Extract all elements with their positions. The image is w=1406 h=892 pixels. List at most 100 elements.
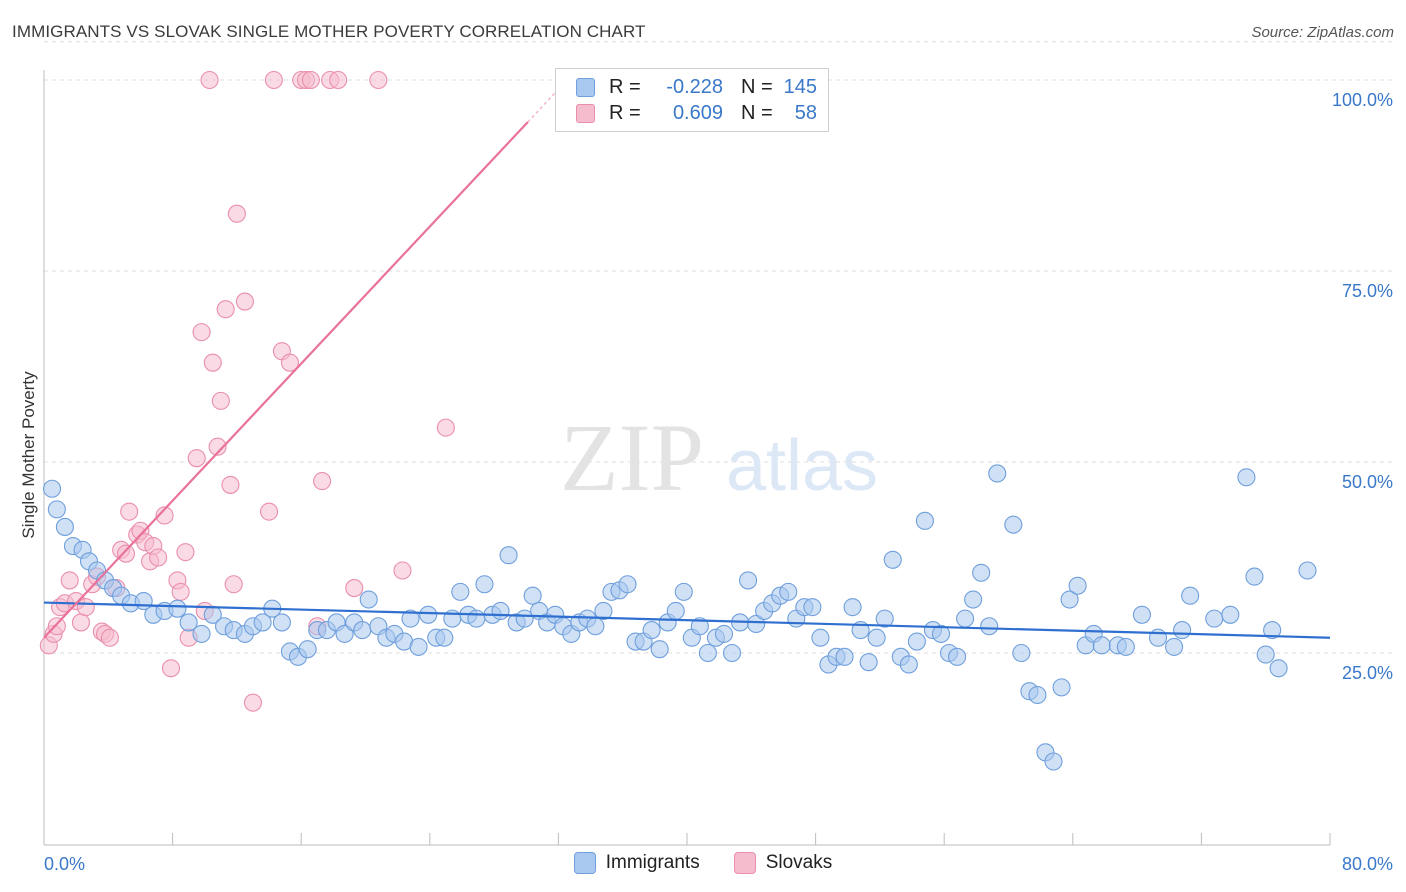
slovaks-point xyxy=(200,70,219,90)
legend-item-immigrants: Immigrants xyxy=(573,852,700,874)
slovaks-point xyxy=(161,659,181,678)
r-value: -0.228 xyxy=(666,75,723,98)
stats-legend: R = -0.228 N = 145 R = 0.609 N = 58 xyxy=(555,68,829,132)
slovaks-point xyxy=(76,598,95,617)
immigrants-point xyxy=(435,628,454,647)
immigrants-point xyxy=(451,582,470,601)
immigrants-point xyxy=(739,571,758,590)
immigrants-point xyxy=(948,647,967,666)
immigrants-point xyxy=(168,599,187,618)
immigrants-point xyxy=(586,617,605,636)
slovaks-trend-line xyxy=(43,121,529,639)
immigrants-point xyxy=(55,517,74,536)
n-value: 58 xyxy=(794,101,817,124)
immigrants-point xyxy=(42,479,62,498)
immigrants-point xyxy=(1245,567,1264,586)
immigrants-point xyxy=(1060,590,1079,609)
immigrants-point xyxy=(1004,515,1023,534)
immigrants-point xyxy=(883,550,902,569)
immigrants-point xyxy=(298,640,317,659)
slovaks-point xyxy=(369,70,388,90)
slovaks-point xyxy=(264,70,283,90)
immigrants-point xyxy=(1012,643,1031,663)
immigrants-point xyxy=(988,464,1007,483)
slovaks-point xyxy=(120,502,139,521)
immigrants-point xyxy=(666,601,685,621)
y-tick-label: 75.0% xyxy=(1342,281,1393,301)
slovaks-point xyxy=(235,292,254,311)
immigrants-point xyxy=(714,624,734,643)
slovaks-point xyxy=(176,543,195,562)
immigrants-point xyxy=(1298,561,1317,580)
slovaks-point xyxy=(227,204,246,223)
immigrants-point xyxy=(674,582,693,601)
n-value: 145 xyxy=(783,75,817,98)
slovaks-point xyxy=(243,693,263,712)
immigrants-points xyxy=(42,464,1317,771)
immigrants-point xyxy=(899,655,918,674)
immigrants-point xyxy=(272,613,291,632)
immigrants-point xyxy=(1205,609,1224,628)
immigrants-point xyxy=(523,586,542,605)
watermark-zip: ZIP xyxy=(560,404,704,511)
slovaks-point xyxy=(224,575,243,594)
slovaks-point xyxy=(301,70,320,90)
immigrants-point xyxy=(698,643,717,663)
immigrants-point xyxy=(253,613,272,632)
immigrants-point xyxy=(964,590,983,609)
r-value: 0.609 xyxy=(672,101,723,124)
source-label: Source: ZipAtlas.com xyxy=(1251,24,1394,41)
legend-row-slovaks: R = 0.609 N = 58 xyxy=(576,101,817,125)
immigrants-point xyxy=(359,590,378,609)
immigrants-point xyxy=(747,614,766,634)
axes xyxy=(43,70,1331,846)
slovaks-point xyxy=(259,502,279,521)
immigrants-point xyxy=(353,621,372,640)
slovaks-point xyxy=(171,582,190,601)
immigrants-point xyxy=(499,546,518,565)
immigrants-point xyxy=(1068,576,1087,595)
slovaks-point xyxy=(149,548,168,567)
x-tick-label-min: 0.0% xyxy=(44,854,85,874)
immigrants-point xyxy=(843,598,862,617)
immigrants-point xyxy=(1269,659,1288,678)
immigrants-point xyxy=(835,647,854,666)
immigrants-point xyxy=(475,575,494,594)
slovaks-point xyxy=(221,475,240,494)
immigrants-point xyxy=(915,511,934,530)
immigrants-legend-swatch xyxy=(573,852,596,874)
slovaks-point xyxy=(100,628,119,647)
immigrants-point xyxy=(419,605,438,624)
immigrants-point xyxy=(1092,636,1111,655)
immigrants-point xyxy=(690,617,709,636)
slovaks-point xyxy=(47,617,66,636)
immigrants-point xyxy=(1028,685,1047,705)
immigrants-point xyxy=(409,637,428,656)
immigrants-point xyxy=(1132,605,1151,624)
y-axis-label: Single Mother Poverty xyxy=(19,371,38,539)
slovaks-trend-extension xyxy=(527,87,561,123)
y-tick-label: 25.0% xyxy=(1342,663,1393,683)
immigrants-point xyxy=(467,609,486,628)
immigrants-point xyxy=(907,632,926,651)
immigrants-point xyxy=(1181,586,1200,605)
immigrants-point xyxy=(867,628,886,647)
slovaks-point xyxy=(211,391,230,410)
immigrants-swatch xyxy=(576,77,595,97)
immigrants-point xyxy=(192,624,211,643)
slovaks-point xyxy=(216,300,235,319)
immigrants-point xyxy=(811,628,830,647)
immigrants-point xyxy=(1044,752,1063,771)
immigrants-point xyxy=(980,617,999,636)
slovaks-point xyxy=(393,561,412,580)
y-tick-label: 100.0% xyxy=(1332,90,1393,110)
immigrants-point xyxy=(515,609,534,628)
immigrants-point xyxy=(642,621,661,640)
slovaks-point xyxy=(329,70,348,90)
immigrants-point xyxy=(1116,637,1135,656)
trend-lines xyxy=(43,87,1331,639)
slovaks-legend-swatch xyxy=(733,852,756,874)
slovaks-point xyxy=(60,571,79,590)
immigrants-point xyxy=(722,643,742,663)
slovaks-point xyxy=(203,353,222,372)
